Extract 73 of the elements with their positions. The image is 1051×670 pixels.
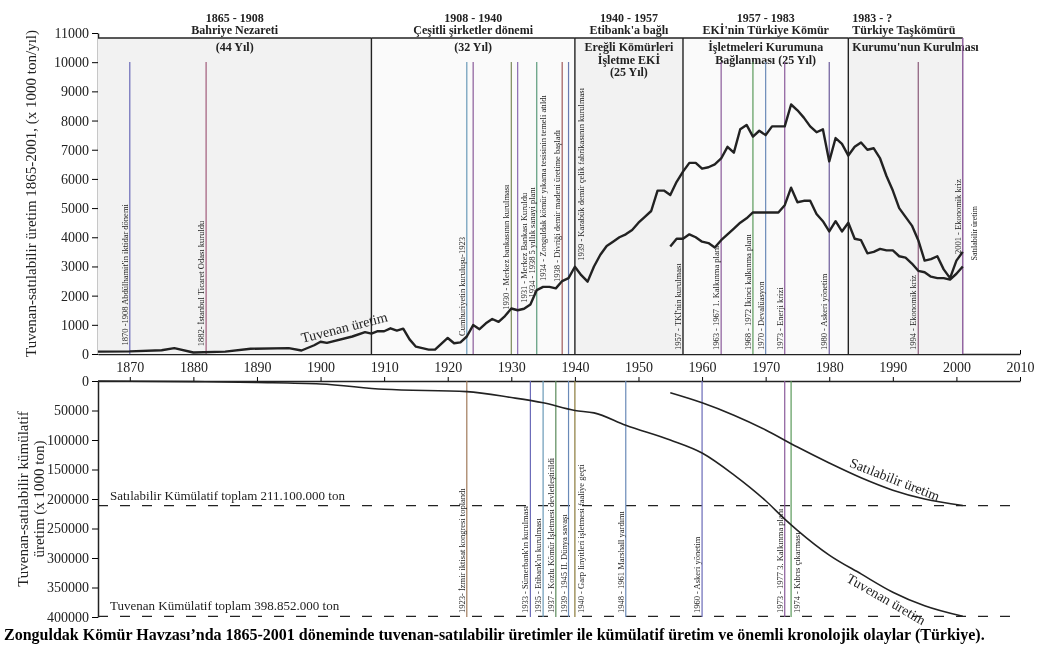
ref-line-label: 1939 - Karabük demir çelik fabrikasının kurulması (575, 87, 586, 261)
x-tick-label: 2010 (1006, 360, 1035, 376)
x-tick-label: 2000 (942, 360, 971, 376)
y-tick-label: 50000 (54, 403, 89, 419)
y-axis-title: Tuvenan-satılabilir kümülatif üretim (x 1000 ton) (15, 411, 48, 587)
x-tick-label: 1980 (815, 360, 844, 376)
y-tick-label: 5000 (61, 201, 89, 217)
y-tick-label: 0 (82, 373, 89, 389)
ref-line-label: 1870 -1908 Abdülhamit'in iktidar dönemi (119, 203, 130, 346)
y-tick-label: 150000 (47, 462, 89, 478)
y-tick-label: 9000 (61, 84, 89, 100)
ref-line-label: 1940 - Garp linyitleri işletmesi faaliye geçti (575, 463, 586, 613)
ref-line-label: Tuvenan Kümülatif toplam 398.852.000 ton (110, 598, 340, 614)
x-tick-label: 1990 (879, 360, 908, 376)
x-tick-label: 1880 (179, 360, 208, 376)
ref-line-label: 1948 - 1961 Marshall yardımı (615, 510, 626, 613)
ref-line-label: 1957 - TKİ'nin kurulması (672, 262, 683, 350)
y-tick-label: 350000 (47, 580, 89, 596)
y-tick-label: 400000 (47, 609, 89, 625)
y-tick-label: 100000 (47, 432, 89, 448)
x-tick-label: 1910 (370, 360, 399, 376)
ref-line-label: 1933 - Sümerbank'ın kurulması (520, 505, 531, 613)
text: Zonguldak Kömür Havzası’nda 1865-2001 döneminde tuvenan-satılabilir üretimler ile kümülatif üretim ve önemli kronolojik olaylar (Türkiye). (4, 625, 986, 644)
ref-line-label: 1935 - Etibank'ın kurulması (533, 517, 544, 613)
x-tick-label: 1920 (434, 360, 463, 376)
y-tick-label: 300000 (47, 550, 89, 566)
y-tick-label: 200000 (47, 491, 89, 507)
ref-line-label: 1973 - Enerji krizi (774, 286, 785, 350)
ref-line-label: Satılabilir Kümülatif toplam 211.100.000 ton (110, 487, 346, 503)
y-tick-label: 10000 (54, 55, 89, 71)
band-label: 1957 - 1983 EKİ'nin Türkiye Kömür İşletmeleri Kurumuna Bağlanması (25 Yıl) (702, 11, 830, 67)
x-tick-label: 1870 (116, 360, 145, 376)
ref-line-label: 1937 - Kozlu Kömür İşletmesi devletleştirildi (545, 457, 556, 613)
text: Satılabilir üretim (969, 205, 979, 261)
ref-line-label: 1931 - Merkez Bankası Kuruldu (518, 192, 529, 303)
ref-line-label: 1980 - Askeri yönetim (819, 273, 830, 350)
band-label: 1940 - 1957 Etibank'a bağlı Ereğli Kömürleri İşletme EKİ (25 Yıl) (584, 11, 674, 79)
x-tick-label: 1960 (688, 360, 717, 376)
ref-line-label: 1939 - 1945 II. Dünya savaşı (558, 513, 569, 613)
y-tick-label: 6000 (61, 171, 89, 187)
band-label: 1865 - 1908 Bahriye Nezareti (44 Yıl) (191, 11, 279, 54)
y-tick-label: 3000 (61, 259, 89, 275)
y-tick-label: 0 (82, 346, 89, 362)
y-axis-title: Tuvenan-satılabilir üretim 1865-2001, (x 1000 ton/yıl) (23, 30, 40, 357)
ref-line-label: 2001 - Ekonomik kriz (952, 179, 963, 255)
ref-line-label: 1934 - 1938 5 yıllık sanayi planı (526, 186, 537, 298)
x-tick-label: 1940 (561, 360, 590, 376)
x-tick-label: 1950 (624, 360, 653, 376)
y-tick-label: 8000 (61, 113, 89, 129)
x-tick-label: 1930 (497, 360, 526, 376)
text: Tuvenan üretim (299, 309, 390, 346)
x-tick-label: 1970 (752, 360, 781, 376)
x-tick-label: 1900 (307, 360, 336, 376)
ref-line-label: 1970 - Devalüasyon (755, 280, 766, 350)
y-tick-label: 2000 (61, 288, 89, 304)
ref-line-label: 1968 - 1972 İkinci kalkınma planı (742, 233, 753, 350)
y-tick-label: 11000 (54, 25, 89, 41)
y-tick-label: 250000 (47, 521, 89, 537)
y-tick-label: 4000 (61, 230, 89, 246)
ref-line-label: 1882- İstanbul Ticaret Odası kuruldu (196, 220, 207, 347)
ref-line-label: 1973 - 1977 3. Kalkınma planı (774, 508, 785, 613)
ref-line-label: Cumhuriyetin kuruluşu-1923 (456, 237, 467, 336)
y-tick-label: 1000 (61, 317, 89, 333)
ref-line-label: 1974 - Kıbrıs çıkarması (792, 531, 803, 613)
ref-line-label: 1994 - Ekonomik kriz (908, 274, 919, 350)
y-tick-label: 7000 (61, 142, 89, 158)
ref-line-label: 1960 - Askeri yönetim (692, 536, 703, 613)
ref-line-label: 1930 - Merkez bankasının kurulması (501, 183, 512, 310)
ref-line-label: 1923- İzmir iktisat kongresi toplandı (456, 487, 467, 613)
x-tick-label: 1890 (243, 360, 272, 376)
ref-line-label: 1938 - Divriği demir madeni üretime başladı (552, 129, 563, 282)
band-label: 1908 - 1940 Çeşitli şirketler dönemi (32 Yıl) (413, 11, 534, 54)
annotation: 1934 - Zonguldak kömür yıkama tesisinin temeli atıldı (537, 94, 548, 281)
